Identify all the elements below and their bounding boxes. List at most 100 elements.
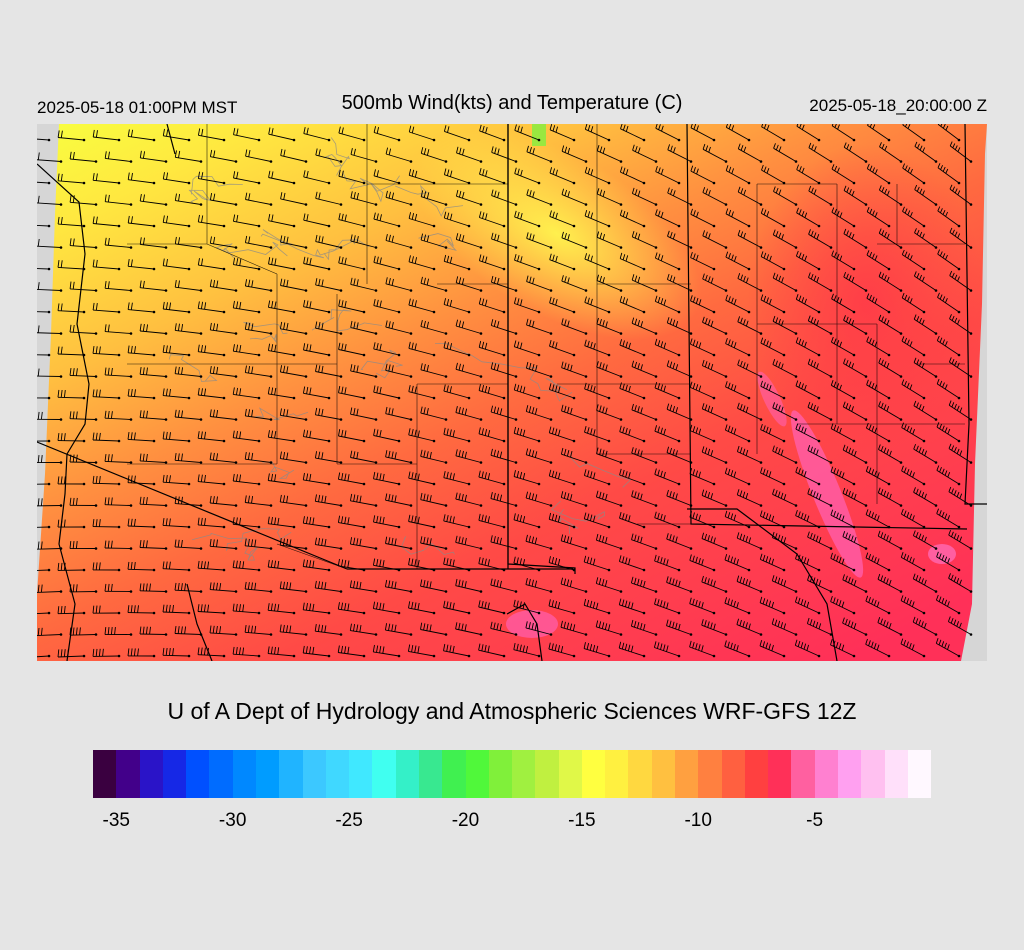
wind-barb xyxy=(37,368,63,378)
wind-barb xyxy=(350,450,378,464)
wind-barb xyxy=(596,317,623,335)
wind-barb xyxy=(666,489,693,507)
wind-barb xyxy=(420,449,448,464)
wind-barb xyxy=(490,275,518,292)
wind-barb xyxy=(232,430,261,443)
wind-barb xyxy=(443,557,471,572)
wind-barb xyxy=(796,124,821,142)
wind-barb xyxy=(549,167,576,185)
warm-region-east xyxy=(747,144,987,464)
wind-barb xyxy=(37,224,51,228)
wind-barb xyxy=(595,533,623,550)
wind-barb xyxy=(595,577,623,593)
wind-barb xyxy=(279,581,308,593)
wind-barb xyxy=(830,380,856,400)
wind-barb xyxy=(513,297,541,314)
wind-barb xyxy=(807,445,833,464)
wind-barb xyxy=(736,575,763,593)
wind-barb xyxy=(302,472,331,486)
wind-barb xyxy=(947,616,973,636)
wind-barb xyxy=(725,337,751,357)
wind-barb xyxy=(302,516,331,529)
wind-barb xyxy=(725,124,751,142)
wind-barb xyxy=(104,324,133,335)
wind-barb xyxy=(139,280,168,292)
wind-barb xyxy=(654,252,681,271)
wind-barb xyxy=(279,365,308,378)
colorbar-swatch xyxy=(791,750,815,798)
wind-barb xyxy=(560,577,588,593)
wind-barb xyxy=(724,510,751,529)
wind-barb xyxy=(174,626,203,636)
wind-barb xyxy=(209,322,238,335)
wind-barb xyxy=(92,605,121,615)
wind-barb xyxy=(232,473,261,486)
wind-barb xyxy=(478,513,506,529)
wind-barb xyxy=(37,568,51,572)
wind-barb xyxy=(701,489,728,507)
wind-barb xyxy=(561,231,588,249)
wind-barb xyxy=(865,595,891,615)
wind-barb xyxy=(630,576,658,593)
wind-barb xyxy=(385,406,413,421)
wind-barb xyxy=(842,401,868,421)
colorbar-swatch xyxy=(512,750,536,798)
wind-barb xyxy=(314,407,343,421)
wind-barb xyxy=(561,188,588,206)
wind-barb xyxy=(455,233,483,249)
wind-barb xyxy=(92,475,121,486)
wind-barb xyxy=(761,124,786,142)
wind-barb xyxy=(830,639,856,658)
wind-barb xyxy=(139,453,168,464)
wind-barb xyxy=(303,299,331,314)
wind-barb xyxy=(127,215,156,228)
wind-barb xyxy=(69,151,98,163)
wind-barb xyxy=(350,320,378,335)
wind-barb xyxy=(760,467,786,486)
wind-barb xyxy=(632,144,658,163)
wind-barb xyxy=(490,621,518,636)
wind-barb xyxy=(57,346,86,357)
wind-barb xyxy=(104,497,133,507)
wind-barb xyxy=(655,209,681,228)
colorbar-swatch xyxy=(372,750,396,798)
wind-barb xyxy=(549,124,576,142)
wind-barb xyxy=(596,231,623,249)
wind-barb xyxy=(57,433,86,443)
wind-barb xyxy=(37,195,63,206)
wind-barb xyxy=(349,493,378,507)
wind-barb xyxy=(807,401,833,421)
wind-barb xyxy=(373,299,401,314)
wind-barb xyxy=(104,627,133,636)
colorbar-swatch xyxy=(232,750,256,798)
wind-barb xyxy=(737,316,763,335)
wind-barb xyxy=(724,467,751,486)
wind-barb xyxy=(866,163,891,185)
wind-barb xyxy=(279,321,308,335)
pink-spot xyxy=(928,544,956,564)
wind-barb xyxy=(37,353,51,357)
wind-barb xyxy=(760,380,786,400)
colorbar-swatch xyxy=(279,750,303,798)
terrain-contour xyxy=(323,239,370,261)
wind-barb xyxy=(37,611,51,615)
colorbar-swatch xyxy=(884,750,908,798)
wind-barb xyxy=(57,303,86,314)
wind-barb xyxy=(174,496,203,507)
colorbar-swatch xyxy=(744,750,769,798)
wind-barb xyxy=(162,647,191,658)
wind-barb xyxy=(596,404,623,421)
wind-barb xyxy=(666,533,693,550)
wind-barb xyxy=(420,406,448,421)
wind-barb xyxy=(232,560,261,572)
wind-barbs xyxy=(37,124,973,658)
wind-barb xyxy=(631,274,658,292)
wind-barb xyxy=(584,124,611,142)
colorbar-swatch xyxy=(139,750,163,798)
wind-barb xyxy=(267,516,296,529)
wind-barb xyxy=(127,605,156,615)
wind-barb xyxy=(267,646,296,658)
wind-barb xyxy=(877,530,903,550)
wind-barb xyxy=(795,294,821,314)
wind-barb xyxy=(901,336,926,357)
